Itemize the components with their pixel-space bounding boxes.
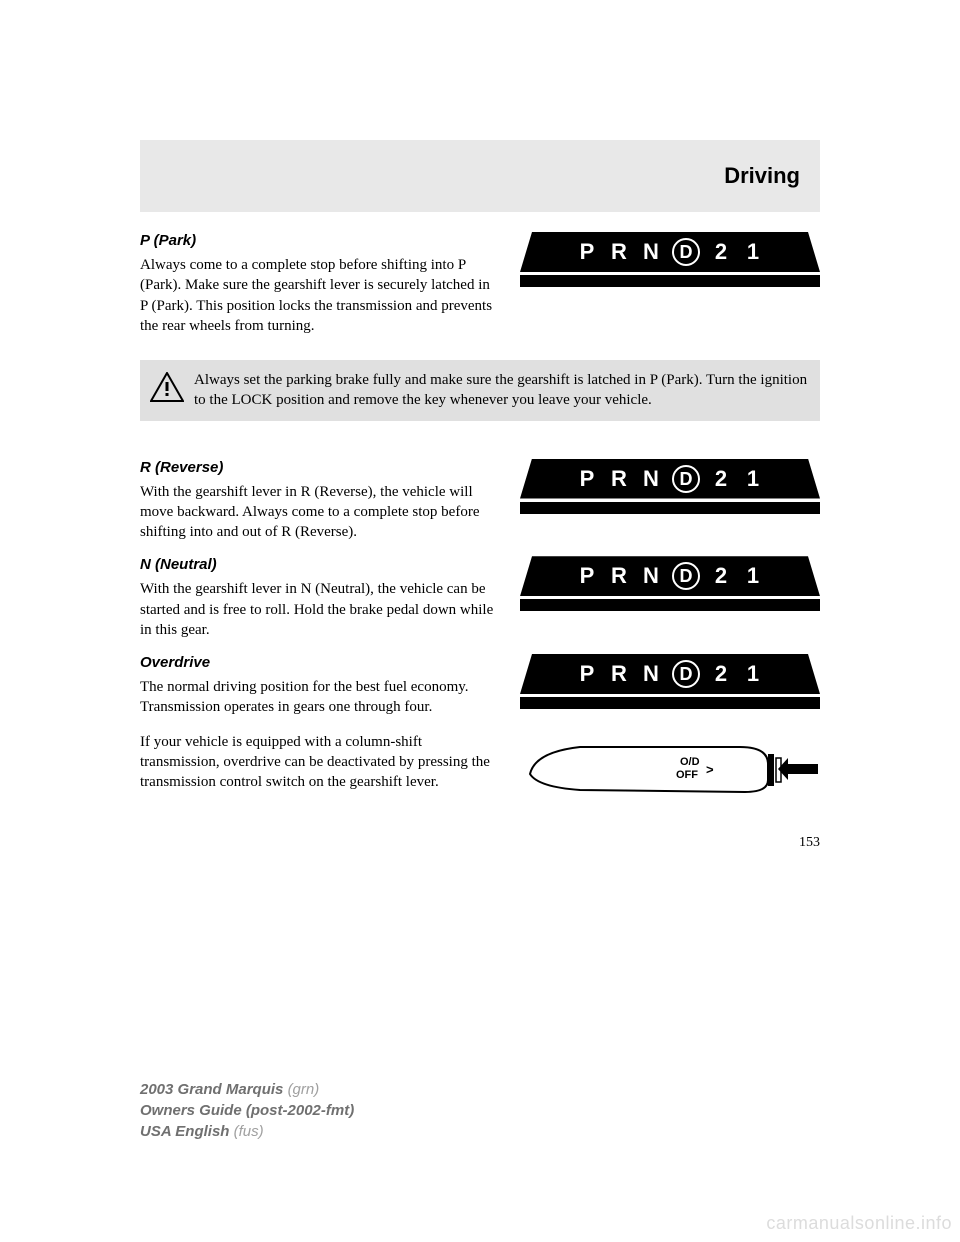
gear-n: N xyxy=(640,661,662,687)
text-reverse: With the gearshift lever in R (Reverse),… xyxy=(140,482,500,543)
gear-1: 1 xyxy=(742,466,764,492)
heading-overdrive: Overdrive xyxy=(140,654,500,671)
gear-2: 2 xyxy=(710,466,732,492)
gear-n: N xyxy=(640,563,662,589)
heading-neutral: N (Neutral) xyxy=(140,556,500,573)
gear-indicator-overdrive: P R N D 2 1 xyxy=(520,654,820,709)
text-overdrive-1: The normal driving position for the best… xyxy=(140,677,500,718)
lever-label-off: OFF xyxy=(676,769,698,781)
gear-p: P xyxy=(576,466,598,492)
gear-1: 1 xyxy=(742,239,764,265)
footer-model: 2003 Grand Marquis xyxy=(140,1081,283,1098)
footer: 2003 Grand Marquis (grn) Owners Guide (p… xyxy=(140,1079,354,1142)
gear-p: P xyxy=(576,563,598,589)
footer-guide: Owners Guide (post-2002-fmt) xyxy=(140,1102,354,1119)
gear-n: N xyxy=(640,239,662,265)
gearshift-lever-icon: O/D OFF > xyxy=(520,732,820,802)
gear-indicator-park: P R N D 2 1 xyxy=(520,232,820,287)
arrow-left-icon xyxy=(778,758,818,780)
gear-r: R xyxy=(608,466,630,492)
header-title: Driving xyxy=(724,163,800,189)
heading-park: P (Park) xyxy=(140,232,500,249)
gear-d-circled: D xyxy=(672,562,700,590)
section-header: Driving xyxy=(140,140,820,212)
gear-p: P xyxy=(576,239,598,265)
gear-2: 2 xyxy=(710,661,732,687)
gear-indicator-neutral: P R N D 2 1 xyxy=(520,556,820,611)
watermark: carmanualsonline.info xyxy=(766,1213,952,1234)
gear-p: P xyxy=(576,661,598,687)
gear-r: R xyxy=(608,239,630,265)
text-park: Always come to a complete stop before sh… xyxy=(140,255,500,336)
gear-2: 2 xyxy=(710,239,732,265)
heading-reverse: R (Reverse) xyxy=(140,459,500,476)
warning-text: Always set the parking brake fully and m… xyxy=(194,372,807,408)
svg-text:>: > xyxy=(706,762,714,777)
footer-lang: USA English xyxy=(140,1123,229,1140)
lever-label-od: O/D xyxy=(680,756,700,768)
gear-indicator-reverse: P R N D 2 1 xyxy=(520,459,820,514)
footer-model-code: (grn) xyxy=(288,1081,320,1098)
footer-lang-code: (fus) xyxy=(234,1123,264,1140)
gear-r: R xyxy=(608,563,630,589)
text-neutral: With the gearshift lever in N (Neutral),… xyxy=(140,579,500,640)
gear-d-circled: D xyxy=(672,465,700,493)
gear-2: 2 xyxy=(710,563,732,589)
warning-box: Always set the parking brake fully and m… xyxy=(140,360,820,421)
warning-triangle-icon xyxy=(150,372,184,402)
gear-1: 1 xyxy=(742,661,764,687)
gear-d-circled: D xyxy=(672,660,700,688)
gear-n: N xyxy=(640,466,662,492)
page-number: 153 xyxy=(140,835,820,851)
gear-1: 1 xyxy=(742,563,764,589)
gear-d-circled: D xyxy=(672,238,700,266)
text-overdrive-2: If your vehicle is equipped with a colum… xyxy=(140,732,500,793)
gear-r: R xyxy=(608,661,630,687)
